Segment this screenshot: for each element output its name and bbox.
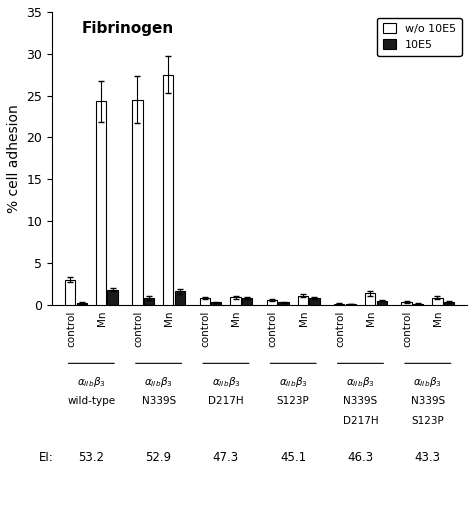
Bar [334,304,345,305]
Text: S123P: S123P [411,416,444,426]
Text: Mn: Mn [299,310,309,326]
Bar [242,298,252,305]
Y-axis label: % cell adhesion: % cell adhesion [7,104,21,213]
Text: S123P: S123P [277,395,310,406]
Text: $\alpha_{IIb}\beta_3$: $\alpha_{IIb}\beta_3$ [346,375,375,389]
Text: N339S: N339S [410,395,445,406]
Text: EI:: EI: [39,451,54,464]
Text: control: control [402,310,412,347]
Bar [298,296,308,305]
Bar [132,100,143,305]
Text: Mn: Mn [366,310,376,326]
Text: 47.3: 47.3 [213,451,239,464]
Text: $\alpha_{IIb}\beta_3$: $\alpha_{IIb}\beta_3$ [413,375,442,389]
Bar [163,74,173,305]
Bar [365,293,375,305]
Bar [346,304,356,305]
Text: 53.2: 53.2 [78,451,104,464]
Text: Fibrinogen: Fibrinogen [81,21,173,36]
Text: control: control [268,310,278,347]
Text: 43.3: 43.3 [415,451,441,464]
Bar [413,304,423,305]
Bar [96,101,106,305]
Text: Mn: Mn [433,310,443,326]
Bar [310,298,319,305]
Bar [144,298,154,305]
Bar [77,303,87,305]
Text: 52.9: 52.9 [146,451,172,464]
Bar [267,300,277,305]
Text: D217H: D217H [343,416,378,426]
Text: D217H: D217H [208,395,244,406]
Bar [278,302,289,305]
Text: $\alpha_{IIb}\beta_3$: $\alpha_{IIb}\beta_3$ [77,375,106,389]
Bar [211,302,221,305]
Text: $\alpha_{IIb}\beta_3$: $\alpha_{IIb}\beta_3$ [211,375,240,389]
Text: control: control [66,310,76,347]
Text: Mn: Mn [97,310,107,326]
Text: wild-type: wild-type [67,395,116,406]
Bar [230,297,241,305]
Legend: w/o 10E5, 10E5: w/o 10E5, 10E5 [377,17,462,56]
Text: N339S: N339S [142,395,176,406]
Bar [444,302,454,305]
Text: Mn: Mn [231,310,241,326]
Text: $\alpha_{IIb}\beta_3$: $\alpha_{IIb}\beta_3$ [279,375,308,389]
Bar [200,298,210,305]
Text: control: control [335,310,345,347]
Bar [175,291,185,305]
Text: Mn: Mn [164,310,174,326]
Bar [108,290,118,305]
Text: 46.3: 46.3 [347,451,374,464]
Text: control: control [133,310,143,347]
Bar [432,298,443,305]
Text: 45.1: 45.1 [280,451,306,464]
Bar [377,300,387,305]
Bar [401,302,412,305]
Text: $\alpha_{IIb}\beta_3$: $\alpha_{IIb}\beta_3$ [144,375,173,389]
Bar [65,280,75,305]
Text: N339S: N339S [343,395,378,406]
Text: control: control [201,310,210,347]
